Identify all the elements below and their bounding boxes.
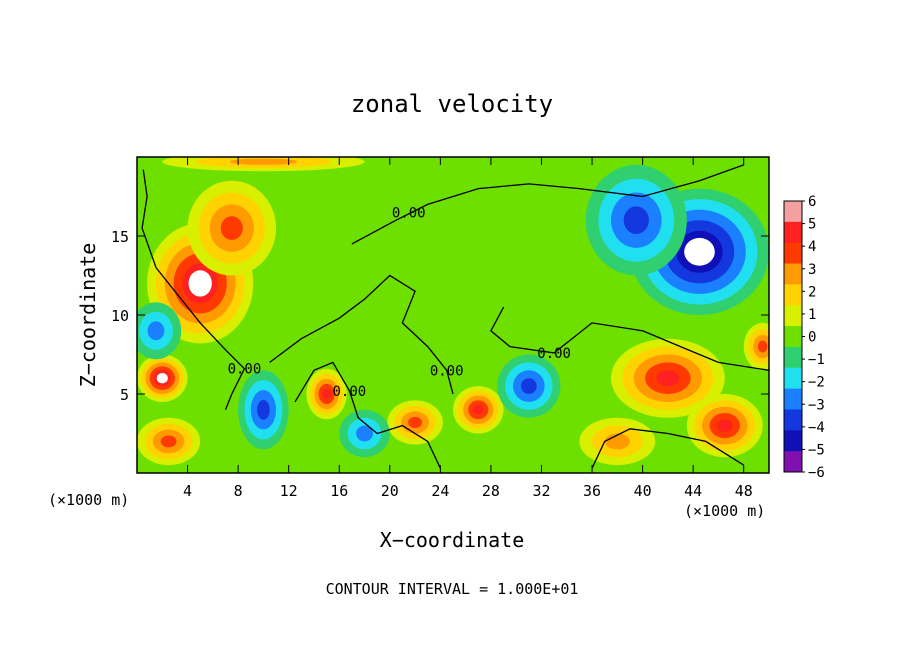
field-feature-17-level-4 [757, 340, 768, 353]
colorbar-label: −1 [808, 352, 825, 368]
colorbar-swatch [784, 388, 802, 410]
field-feature-10-level-3 [356, 425, 373, 442]
field-feature-12-saturated-core [156, 372, 168, 384]
colorbar-swatch [784, 451, 802, 473]
x-unit-right: (×1000 m) [684, 502, 765, 520]
colorbar-label: 1 [808, 307, 816, 323]
zero-contour-line [591, 428, 745, 469]
colorbar-label: 5 [808, 217, 816, 233]
colorbar-swatch [784, 326, 802, 348]
colorbar-label: 4 [808, 239, 816, 255]
y-tick-label: 5 [120, 386, 129, 404]
field-feature-4-level-5 [656, 370, 680, 387]
x-axis-ticks: 4 8 12 16 20 24 28 32 36 40 44 48 [183, 157, 753, 500]
x-tick-label: 8 [234, 482, 243, 500]
y-axis-label: Z−coordinate [76, 243, 100, 388]
colorbar: 6 5 4 3 2 1 0 −1 −2 −3 −4 −5 −6 [783, 194, 825, 481]
colorbar-label: 0 [808, 330, 816, 346]
x-tick-label: 48 [735, 482, 753, 500]
contour-label: 0.00 [537, 346, 571, 362]
field-feature-6-level-5 [322, 388, 331, 400]
field-feature-1-level-4 [220, 216, 243, 240]
zero-contour-line [351, 164, 744, 245]
y-tick-label: 10 [111, 307, 129, 325]
chart-title: zonal velocity [351, 90, 553, 118]
zero-contour-line [294, 361, 441, 469]
contour-label: 0.00 [430, 363, 464, 379]
colorbar-swatch [784, 305, 802, 327]
colorbar-label: −5 [808, 442, 825, 458]
colorbar-label: −3 [808, 397, 825, 413]
x-axis-label: X−coordinate [380, 528, 525, 552]
field-feature-11-level-4 [520, 378, 537, 394]
field-feature-9-level-4 [257, 399, 270, 420]
colorbar-swatch [784, 284, 802, 306]
colorbar-label: −4 [808, 420, 825, 436]
x-tick-label: 32 [532, 482, 550, 500]
field-feature-5-level-5 [717, 419, 733, 432]
x-tick-label: 44 [684, 482, 702, 500]
velocity-field [137, 157, 769, 466]
y-tick-label: 15 [111, 228, 129, 246]
zero-contour-line [490, 306, 769, 371]
colorbar-label: 6 [808, 194, 816, 210]
colorbar-label: 2 [808, 284, 816, 300]
contour-label: 0.00 [228, 362, 262, 378]
colorbar-swatch [784, 409, 802, 431]
zero-contour-line [141, 169, 246, 411]
field-feature-13-level-4 [160, 435, 177, 448]
contour-interval-footer: CONTOUR INTERVAL = 1.000E+01 [326, 580, 579, 598]
x-tick-label: 20 [381, 482, 399, 500]
x-tick-label: 4 [183, 482, 192, 500]
colorbar-label: 3 [808, 262, 816, 278]
x-tick-label: 16 [330, 482, 348, 500]
x-tick-label: 28 [482, 482, 500, 500]
x-tick-label: 40 [634, 482, 652, 500]
field-feature-16-level-3 [147, 321, 165, 341]
field-feature-2-saturated-core [684, 237, 715, 266]
field-feature-8-level-4 [408, 416, 423, 428]
x-tick-label: 36 [583, 482, 601, 500]
contour-label: 0.00 [392, 205, 426, 221]
zero-contours [141, 164, 769, 469]
colorbar-swatch [784, 242, 802, 265]
colorbar-label: −6 [808, 465, 825, 481]
colorbar-swatch [784, 263, 802, 285]
x-tick-label: 12 [280, 482, 298, 500]
field-feature-0-saturated-core [188, 270, 212, 297]
colorbar-swatch [784, 346, 802, 369]
x-unit-left: (×1000 m) [48, 491, 129, 509]
y-axis-ticks: 5 10 15 [111, 228, 769, 404]
colorbar-swatch [784, 367, 802, 390]
colorbar-swatch [784, 201, 802, 223]
contour-label: 0.00 [332, 384, 366, 400]
colorbar-swatch [784, 221, 802, 244]
field-feature-14-level-3 [604, 433, 630, 450]
x-tick-label: 24 [431, 482, 449, 500]
plot-area: 0.00 0.00 0.00 0.00 0.00 [136, 156, 770, 474]
zero-contour-line [269, 274, 454, 395]
field-feature-3-level-4 [623, 206, 649, 235]
colorbar-swatch [784, 430, 802, 452]
colorbar-label: −2 [808, 375, 825, 391]
field-feature-7-level-5 [473, 405, 484, 415]
field-feature-15-level-3 [229, 158, 298, 165]
contour-labels: 0.00 0.00 0.00 0.00 0.00 [228, 205, 571, 400]
